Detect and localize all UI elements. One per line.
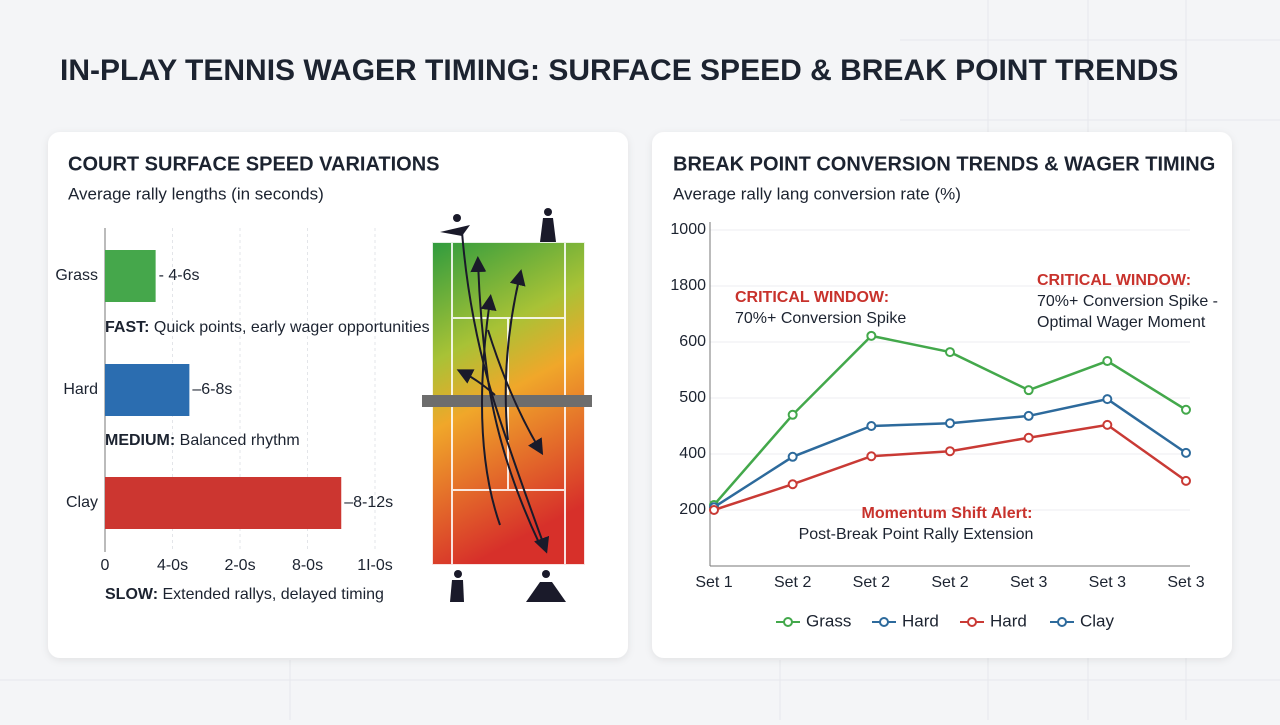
note-label: SLOW:: [105, 586, 158, 603]
data-point: [787, 451, 798, 462]
x-tick-label: 2-0s: [224, 557, 255, 574]
data-point: [1023, 410, 1034, 421]
bar-note: FAST: Quick points, early wager opportun…: [105, 319, 430, 336]
annotation-text: Post-Break Point Rally Extension: [799, 526, 1034, 543]
x-tick-label: Set 3: [1167, 574, 1204, 591]
x-tick-label: 0: [101, 557, 110, 574]
note-text: Extended rallys, delayed timing: [162, 586, 383, 603]
legend-swatch: [1057, 617, 1067, 627]
data-point: [787, 479, 798, 490]
note-text: Balanced rhythm: [180, 432, 300, 449]
x-tick-label: Set 2: [853, 574, 890, 591]
bar: [105, 477, 342, 529]
legend-label: Hard: [990, 611, 1027, 630]
data-point: [709, 505, 719, 515]
bar-annotation: - 4-6s: [159, 267, 200, 284]
category-label: Hard: [63, 381, 98, 398]
annotation-title: CRITICAL WINDOW:: [1037, 272, 1191, 289]
y-tick-label: 500: [679, 389, 706, 406]
annotation-text: 70%+ Conversion Spike -: [1037, 293, 1218, 310]
data-point: [1102, 419, 1113, 430]
bar-annotation: –8-12s: [344, 494, 393, 511]
legend-swatch: [967, 617, 977, 627]
x-tick-label: 8-0s: [292, 557, 323, 574]
y-tick-label: 200: [679, 501, 706, 518]
page-title: IN-PLAY TENNIS WAGER TIMING: SURFACE SPE…: [60, 54, 1178, 87]
bar-note: SLOW: Extended rallys, delayed timing: [105, 586, 384, 603]
data-point: [866, 451, 877, 462]
data-point: [1102, 356, 1113, 367]
y-tick-label: 600: [679, 333, 706, 350]
data-point: [1023, 432, 1034, 443]
court-illustration: [422, 208, 592, 602]
legend-swatch: [879, 617, 889, 627]
bar-annotation: –6-8s: [192, 381, 232, 398]
data-point: [866, 330, 877, 341]
y-tick-label: 1000: [670, 221, 706, 238]
y-tick-label: 1800: [670, 277, 706, 294]
bar: [105, 250, 156, 302]
panel: [652, 132, 1232, 658]
x-tick-label: 1I-0s: [357, 557, 393, 574]
x-tick-label: Set 3: [1010, 574, 1047, 591]
note-label: FAST:: [105, 319, 149, 336]
legend-swatch: [783, 617, 793, 627]
annotation-title: Momentum Shift Alert:: [862, 505, 1033, 522]
data-point: [945, 347, 955, 358]
y-tick-label: 400: [679, 445, 706, 462]
annotation-text: 70%+ Conversion Spike: [735, 310, 906, 327]
note-label: MEDIUM:: [105, 432, 175, 449]
x-tick-label: Set 1: [695, 574, 732, 591]
annotation-text: Optimal Wager Moment: [1037, 314, 1206, 331]
x-tick-label: Set 2: [774, 574, 811, 591]
category-label: Clay: [66, 494, 98, 511]
panel-subtitle: Average rally lengths (in seconds): [68, 184, 324, 203]
data-point: [866, 421, 877, 431]
data-point: [1181, 447, 1191, 458]
data-point: [1023, 385, 1034, 396]
legend-label: Hard: [902, 611, 939, 630]
panel-title: COURT SURFACE SPEED VARIATIONS: [68, 153, 440, 175]
bar-note: MEDIUM: Balanced rhythm: [105, 432, 300, 449]
data-point: [945, 418, 955, 429]
legend-label: Grass: [806, 611, 851, 630]
x-tick-label: Set 2: [931, 574, 968, 591]
legend-label: Clay: [1080, 611, 1115, 630]
panel-title: BREAK POINT CONVERSION TRENDS & WAGER TI…: [673, 153, 1215, 175]
bar: [105, 364, 190, 416]
data-point: [1181, 475, 1191, 486]
annotation-title: CRITICAL WINDOW:: [735, 289, 889, 306]
data-point: [945, 446, 955, 457]
data-point: [1102, 394, 1113, 405]
panel-subtitle: Average rally lang conversion rate (%): [673, 184, 961, 203]
note-text: Quick points, early wager opportunities: [154, 319, 430, 336]
data-point: [787, 409, 798, 420]
x-tick-label: 4-0s: [157, 557, 188, 574]
category-label: Grass: [55, 267, 98, 284]
x-tick-label: Set 3: [1089, 574, 1126, 591]
data-point: [1181, 404, 1191, 415]
